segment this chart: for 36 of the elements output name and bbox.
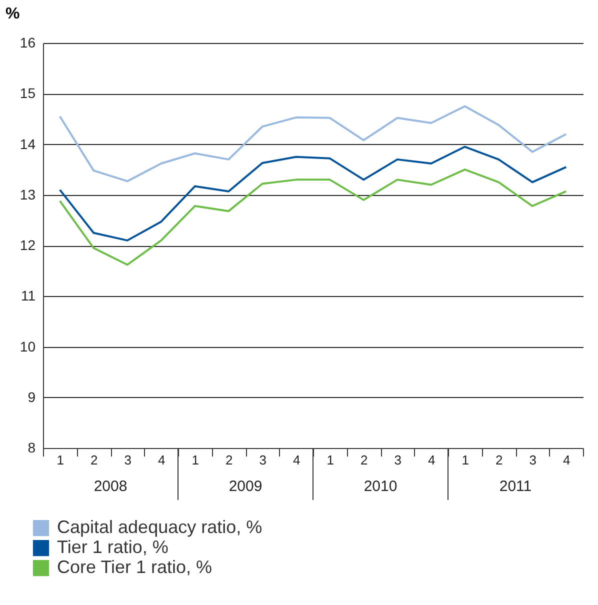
x-tick-label: 3 bbox=[259, 452, 266, 468]
text: 2011 bbox=[499, 478, 532, 495]
y-axis-title: % bbox=[6, 6, 20, 22]
x-tick-label: 2 bbox=[496, 452, 503, 468]
x-tick-label: 4 bbox=[293, 452, 300, 468]
line-series bbox=[58, 105, 568, 182]
y-tick-label: 9 bbox=[28, 388, 36, 405]
x-tick-label: 3 bbox=[529, 452, 536, 468]
y-tick-label: 10 bbox=[20, 338, 36, 354]
x-tick-label: 1 bbox=[462, 452, 469, 468]
y-tick-label: 14 bbox=[20, 136, 36, 152]
line-series bbox=[58, 146, 568, 242]
line-series bbox=[58, 168, 568, 266]
text: 2009 bbox=[228, 478, 262, 495]
y-tick-label: 8 bbox=[28, 440, 36, 456]
y-tick-label: 12 bbox=[20, 237, 36, 253]
x-tick-label: 2 bbox=[90, 452, 98, 468]
legend-label: Core Tier 1 ratio, % bbox=[57, 557, 212, 577]
x-tick-label: 1 bbox=[192, 452, 199, 468]
legend-label: Capital adequacy ratio, % bbox=[57, 517, 262, 537]
x-tick-label: 1 bbox=[326, 452, 334, 468]
y-tick-label: 16 bbox=[20, 34, 36, 50]
x-tick-label: 2 bbox=[360, 452, 368, 468]
y-tick-label: 15 bbox=[20, 85, 36, 102]
x-tick-label: 4 bbox=[428, 452, 436, 468]
text: 2008 bbox=[94, 478, 128, 495]
x-tick-label: 4 bbox=[563, 452, 570, 468]
text: 2010 bbox=[364, 478, 398, 495]
x-tick-label: 4 bbox=[158, 452, 166, 468]
legend-label: Tier 1 ratio, % bbox=[57, 537, 168, 557]
x-tick-label: 3 bbox=[124, 452, 132, 468]
y-tick-label: 13 bbox=[20, 186, 36, 202]
x-tick-label: 2 bbox=[226, 452, 233, 468]
x-tick-label: 1 bbox=[56, 452, 64, 468]
x-tick-label: 3 bbox=[394, 452, 402, 468]
y-tick-label: 11 bbox=[20, 288, 36, 304]
